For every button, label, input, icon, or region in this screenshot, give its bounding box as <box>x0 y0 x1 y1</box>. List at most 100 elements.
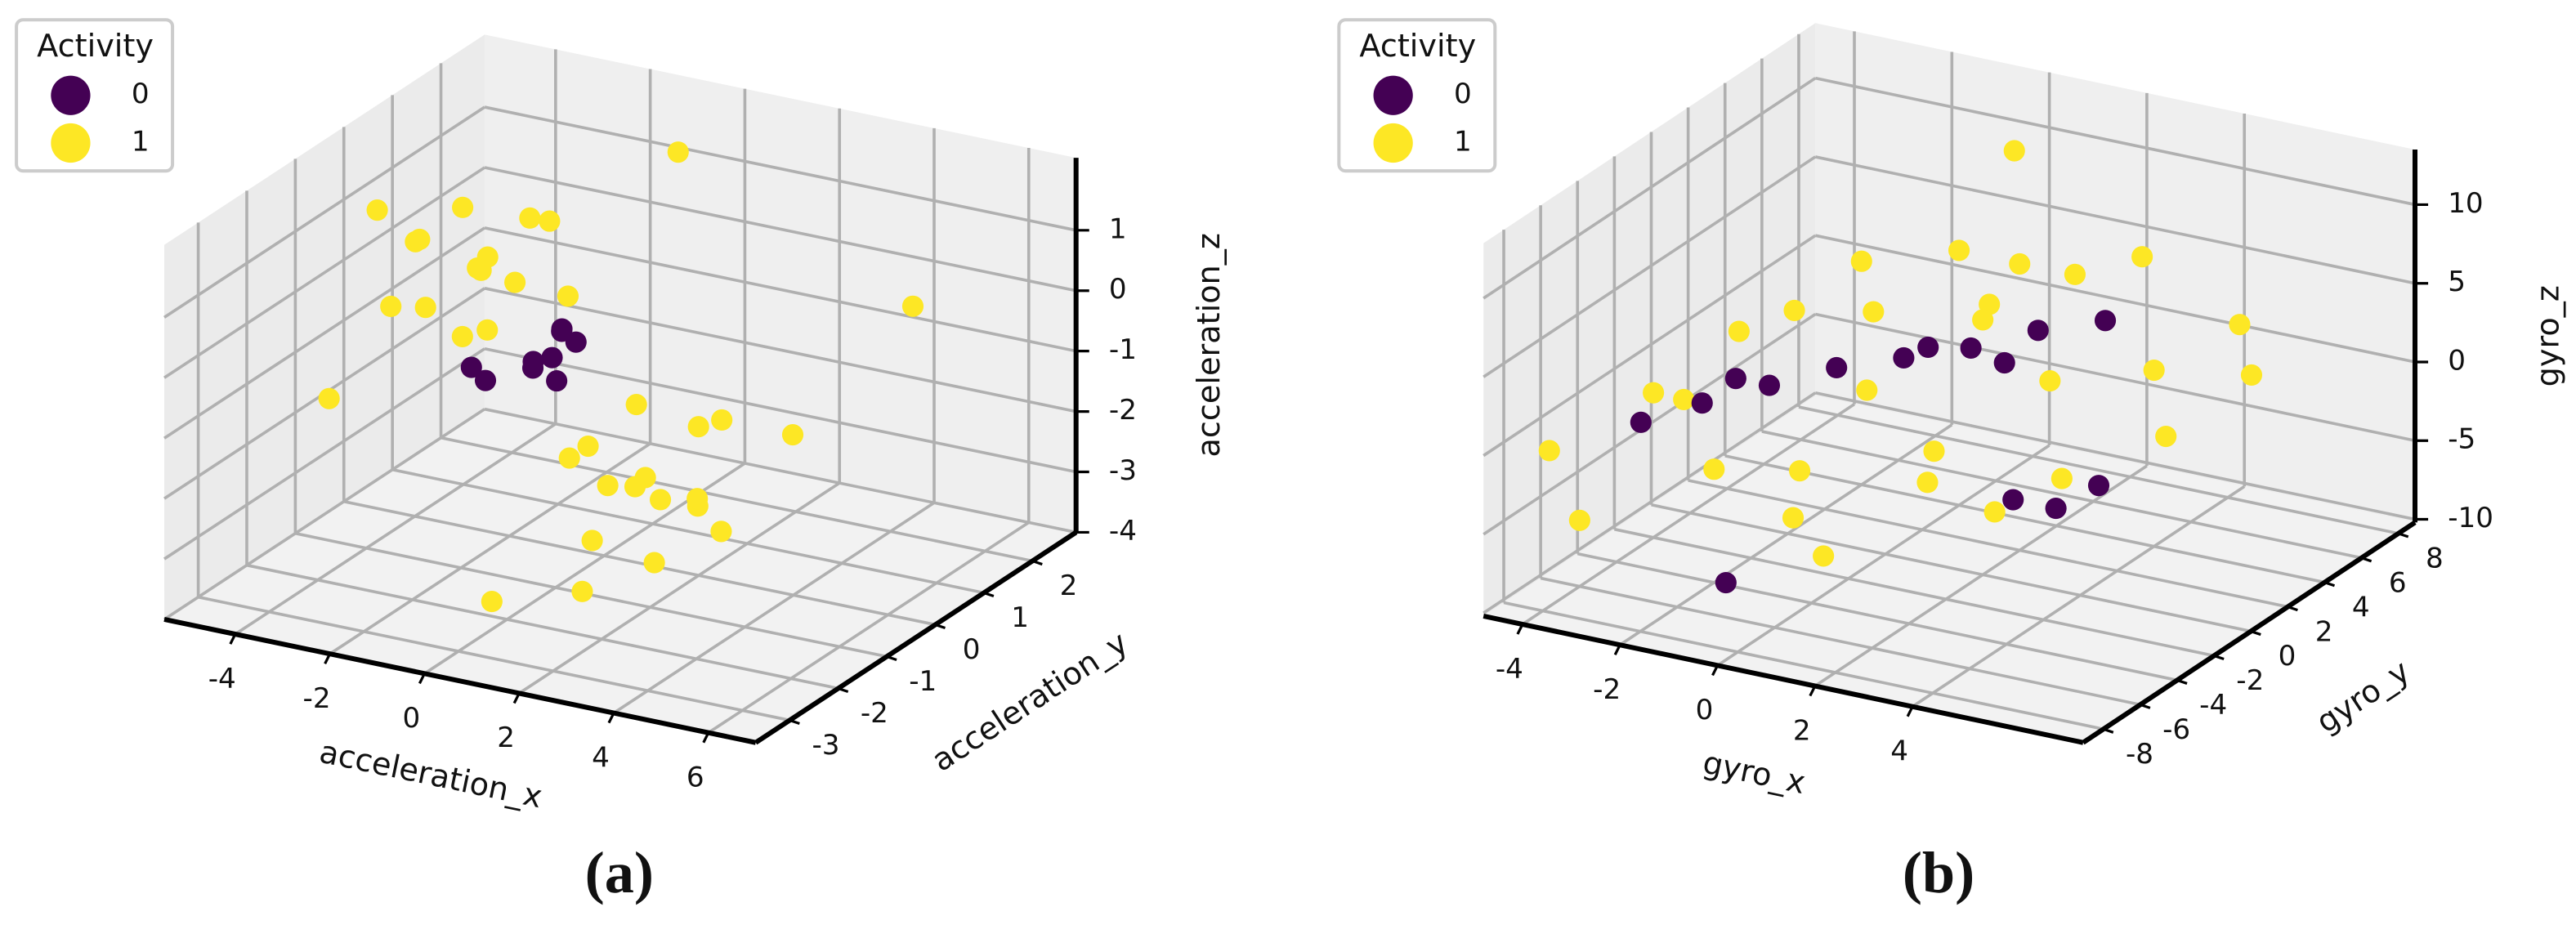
point <box>643 552 665 574</box>
grid-line <box>1724 454 2325 584</box>
axis-line <box>754 530 1078 745</box>
z-tick-label: -10 <box>2448 502 2493 534</box>
point <box>2229 314 2251 336</box>
grid-line <box>484 287 1077 413</box>
point <box>1783 299 1805 321</box>
point <box>901 295 924 317</box>
x-tick-label: -4 <box>208 663 236 695</box>
y-tick-label: 2 <box>1060 570 1078 602</box>
grid-line <box>163 226 486 440</box>
point <box>625 394 647 416</box>
grid-line <box>1521 403 1855 626</box>
point <box>2027 320 2049 342</box>
point <box>571 580 593 602</box>
grid-line <box>518 481 841 695</box>
grid-line <box>1614 527 2215 658</box>
legend-marker <box>51 123 91 163</box>
point <box>318 387 340 409</box>
grid-line <box>1651 503 2252 633</box>
grid-line <box>1483 155 1817 378</box>
point <box>1923 440 1945 462</box>
point <box>649 489 672 511</box>
grid-line <box>613 501 935 715</box>
grid-line <box>1814 155 2416 285</box>
point <box>522 351 544 373</box>
point <box>624 476 646 498</box>
panel-caption: (b) <box>1903 840 1974 905</box>
x-tick-label: 2 <box>1793 714 1811 747</box>
grid-line <box>163 105 486 319</box>
grid-line <box>1912 485 2246 708</box>
grid-line <box>1814 234 2416 364</box>
point <box>504 271 526 293</box>
point <box>541 346 563 369</box>
grid-line <box>329 442 651 655</box>
point <box>710 521 732 543</box>
legend-label: 0 <box>1454 78 1472 110</box>
grid-line <box>1798 405 2399 535</box>
point <box>1856 379 1878 401</box>
grid-line <box>1576 552 2178 682</box>
z-tick-label: 10 <box>2448 187 2483 220</box>
grid-line <box>391 467 985 595</box>
grid-line <box>484 166 1077 293</box>
point <box>519 207 541 229</box>
grid-line <box>1814 391 2416 521</box>
pane-bottom <box>1483 395 2415 743</box>
legend-label: 1 <box>1454 126 1472 159</box>
y-tick-label: -2 <box>861 697 888 730</box>
axis-line <box>2082 520 2417 745</box>
point <box>1703 458 1725 480</box>
x-tick-label: -2 <box>1593 673 1621 706</box>
point <box>2064 263 2086 285</box>
point <box>2009 252 2031 275</box>
grid-line <box>163 347 486 561</box>
point <box>1850 250 1872 272</box>
point <box>1758 374 1781 396</box>
point <box>2131 246 2153 268</box>
point <box>1893 346 1915 369</box>
point <box>597 475 619 497</box>
grid-line <box>1814 312 2416 443</box>
point <box>1715 571 1737 594</box>
legend-label: 0 <box>132 78 150 110</box>
grid-line <box>707 521 1030 735</box>
point <box>781 423 804 446</box>
point <box>546 370 568 392</box>
grid-line <box>1716 444 2051 667</box>
x-tick-label: -2 <box>303 682 331 715</box>
point <box>1960 337 1982 360</box>
y-tick-label: 6 <box>2389 566 2407 599</box>
y-tick-label: -2 <box>2236 664 2264 697</box>
point <box>581 530 603 552</box>
point <box>2039 370 2061 392</box>
point <box>460 356 482 378</box>
point <box>452 196 474 218</box>
point <box>1993 351 2015 374</box>
grid-line <box>163 408 486 621</box>
y-tick-label: -4 <box>2199 689 2227 722</box>
point <box>577 435 599 458</box>
grid-line <box>484 105 1077 232</box>
pane-back <box>1815 23 2415 523</box>
axis-line <box>1483 614 2084 745</box>
grid-line <box>1483 234 1817 458</box>
x-tick-label: 4 <box>1890 735 1908 767</box>
point <box>2240 364 2263 386</box>
grid-line <box>484 226 1077 353</box>
point <box>380 295 402 318</box>
point <box>667 141 689 163</box>
z-tick-label: 0 <box>2448 344 2466 377</box>
point <box>687 416 709 438</box>
panel-caption: (a) <box>585 840 654 905</box>
y-tick-label: 1 <box>1011 601 1029 634</box>
y-axis-label: gyro_y <box>2310 654 2417 741</box>
grid-line <box>1813 464 2148 688</box>
y-tick-label: 8 <box>2426 543 2444 575</box>
point <box>539 210 561 232</box>
legend-marker <box>51 75 91 115</box>
y-tick-label: 2 <box>2315 615 2333 648</box>
point <box>1917 336 1939 359</box>
z-tick-label: 0 <box>1109 273 1127 306</box>
